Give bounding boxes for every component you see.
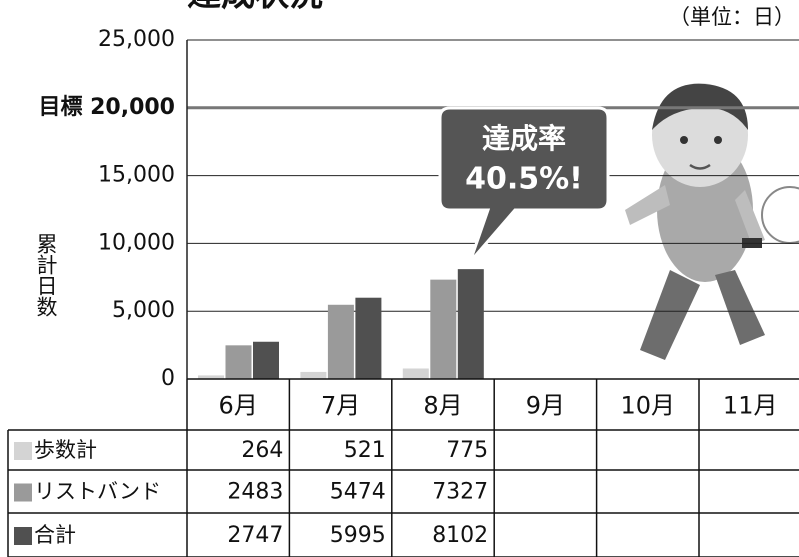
x-tick-label: 8月 [423,392,462,420]
legend-swatch [14,527,32,545]
table-value: 7327 [432,480,488,505]
x-tick-label: 11月 [723,392,778,420]
person-illustration [625,83,799,360]
legend-label: リストバンド [34,480,161,504]
annotation-text: 達成率 [482,122,566,155]
bar [300,372,326,379]
x-tick-label: 9月 [526,392,565,420]
table-value: 775 [446,438,488,463]
y-tick-label: 目標 20,000 [38,95,175,120]
chart: 達成状況 （単位：日） 0 5,000 10,000 15,000 目標 20,000 2… [0,0,799,557]
bar [328,305,354,379]
x-tick-label: 7月 [321,392,360,420]
bar [226,345,252,379]
bar [355,298,381,379]
table-value: 521 [344,438,386,463]
table-value: 2483 [227,480,283,505]
y-tick-label: 15,000 [98,163,175,188]
annotation-text: 40.5%! [465,162,583,197]
y-axis-title: 累計日数 [34,233,58,317]
table-value: 2747 [227,523,283,548]
y-tick-label: 5,000 [112,298,175,323]
bar [430,280,456,379]
y-tick-label: 10,000 [98,230,175,255]
legend-label: 歩数計 [34,438,97,462]
table-value: 264 [241,438,283,463]
chart-title: 達成状況 [187,0,323,15]
x-tick-label: 6月 [219,392,258,420]
y-tick-label: 0 [161,366,175,391]
bar [403,368,429,379]
legend-swatch [14,442,32,460]
legend-label: 合計 [34,523,76,547]
legend-swatch [14,484,32,502]
bar [458,269,484,379]
bar [253,342,279,379]
table-value: 5995 [330,523,386,548]
y-tick-label: 25,000 [98,27,175,52]
table-value: 5474 [330,480,386,505]
table-value: 8102 [432,523,488,548]
x-tick-label: 10月 [621,392,676,420]
unit-label: （単位：日） [669,5,795,29]
